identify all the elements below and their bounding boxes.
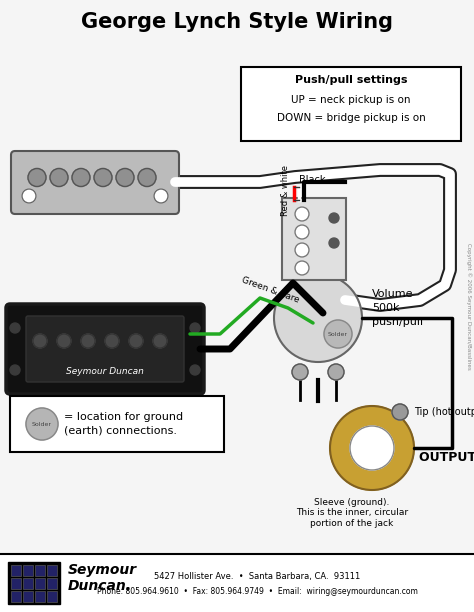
Bar xyxy=(35,565,45,576)
Bar xyxy=(47,591,57,602)
Circle shape xyxy=(292,364,308,380)
Circle shape xyxy=(28,168,46,187)
Circle shape xyxy=(329,238,339,248)
Bar xyxy=(47,578,57,589)
Circle shape xyxy=(94,168,112,187)
Circle shape xyxy=(154,189,168,203)
Bar xyxy=(0,554,474,612)
Circle shape xyxy=(295,243,309,257)
Text: Copyright © 2006 Seymour Duncan/Basslines: Copyright © 2006 Seymour Duncan/Bassline… xyxy=(466,242,472,370)
Bar xyxy=(11,565,21,576)
Text: Seymour Duncan: Seymour Duncan xyxy=(66,367,144,376)
Circle shape xyxy=(153,334,167,348)
Circle shape xyxy=(190,365,200,375)
Circle shape xyxy=(50,168,68,187)
FancyBboxPatch shape xyxy=(11,151,179,214)
Text: Phone: 805.964.9610  •  Fax: 805.964.9749  •  Email:  wiring@seymourduncan.com: Phone: 805.964.9610 • Fax: 805.964.9749 … xyxy=(97,588,418,597)
FancyBboxPatch shape xyxy=(241,67,461,141)
Circle shape xyxy=(81,334,95,348)
Bar xyxy=(35,578,45,589)
FancyBboxPatch shape xyxy=(10,396,224,452)
Text: 5427 Hollister Ave.  •  Santa Barbara, CA.  93111: 5427 Hollister Ave. • Santa Barbara, CA.… xyxy=(154,572,360,581)
Text: Sleeve (ground).
This is the inner, circular
portion of the jack: Sleeve (ground). This is the inner, circ… xyxy=(296,498,408,528)
FancyBboxPatch shape xyxy=(282,198,346,280)
Circle shape xyxy=(190,323,200,333)
Bar xyxy=(11,578,21,589)
FancyBboxPatch shape xyxy=(26,316,184,382)
Text: George Lynch Style Wiring: George Lynch Style Wiring xyxy=(81,12,393,32)
Circle shape xyxy=(329,213,339,223)
Circle shape xyxy=(26,408,58,440)
Bar xyxy=(47,565,57,576)
Text: Push/pull settings: Push/pull settings xyxy=(295,75,407,85)
Bar xyxy=(35,591,45,602)
Circle shape xyxy=(295,225,309,239)
Circle shape xyxy=(328,364,344,380)
Circle shape xyxy=(105,334,119,348)
Circle shape xyxy=(10,365,20,375)
Bar xyxy=(8,562,60,604)
Circle shape xyxy=(10,323,20,333)
Text: = location for ground
(earth) connections.: = location for ground (earth) connection… xyxy=(64,412,183,436)
Circle shape xyxy=(57,334,71,348)
Circle shape xyxy=(324,320,352,348)
Circle shape xyxy=(72,168,90,187)
Bar xyxy=(23,591,33,602)
Text: Solder: Solder xyxy=(328,332,348,337)
FancyBboxPatch shape xyxy=(6,304,204,394)
Text: Seymour: Seymour xyxy=(68,563,137,577)
Text: Volume
500k
push/pull: Volume 500k push/pull xyxy=(372,289,423,327)
Text: OUTPUT JACK: OUTPUT JACK xyxy=(419,452,474,465)
Circle shape xyxy=(350,426,394,470)
Circle shape xyxy=(295,261,309,275)
Bar xyxy=(11,591,21,602)
Text: DOWN = bridge pickup is on: DOWN = bridge pickup is on xyxy=(277,113,425,123)
Circle shape xyxy=(22,189,36,203)
Text: Bridge pickup: Bridge pickup xyxy=(69,398,141,408)
Text: Green & bare: Green & bare xyxy=(240,275,300,305)
Bar xyxy=(23,565,33,576)
Circle shape xyxy=(33,334,47,348)
Circle shape xyxy=(129,334,143,348)
Circle shape xyxy=(392,404,408,420)
Text: Red & white: Red & white xyxy=(282,165,291,217)
Circle shape xyxy=(295,207,309,221)
Text: Tip (hot output): Tip (hot output) xyxy=(414,407,474,417)
Bar xyxy=(23,578,33,589)
Circle shape xyxy=(330,406,414,490)
Circle shape xyxy=(138,168,156,187)
Text: UP = neck pickup is on: UP = neck pickup is on xyxy=(291,95,411,105)
Circle shape xyxy=(274,274,362,362)
Text: Black: Black xyxy=(299,175,326,185)
Text: Duncan.: Duncan. xyxy=(68,579,132,593)
Text: Solder: Solder xyxy=(32,422,52,427)
Circle shape xyxy=(116,168,134,187)
